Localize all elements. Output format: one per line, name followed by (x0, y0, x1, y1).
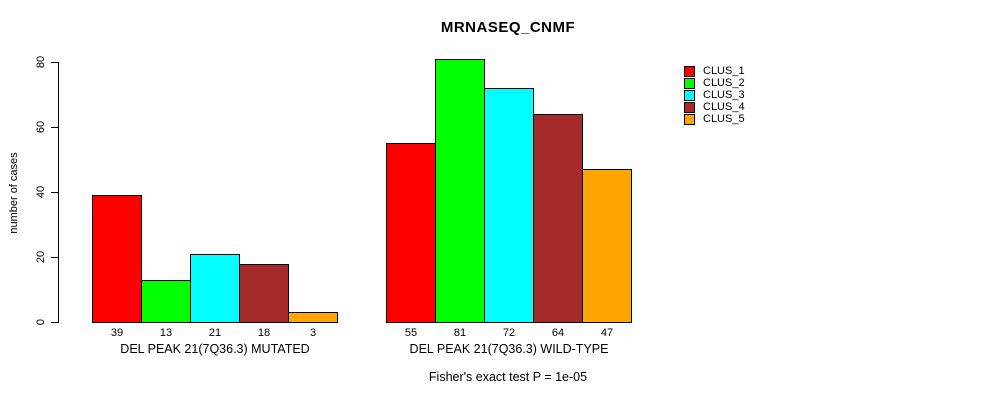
bar-clus_5-group0 (288, 312, 338, 323)
legend-swatch-clus_3 (684, 90, 695, 101)
legend-label: CLUS_3 (703, 89, 745, 101)
bar-clus_2-group0 (141, 279, 191, 323)
bar-value-label: 64 (551, 327, 565, 339)
bar-value-label: 39 (110, 327, 124, 339)
bar-clus_5-group1 (582, 169, 632, 323)
x-group-label-wildtype: DEL PEAK 21(7Q36.3) WILD-TYPE (409, 342, 609, 356)
legend-swatch-clus_1 (684, 66, 695, 77)
bar-clus_4-group0 (239, 263, 289, 323)
y-axis-tick-label: 40 (35, 185, 47, 199)
y-axis-tick (51, 257, 58, 258)
y-axis-tick (51, 322, 58, 323)
bar-clus_2-group1 (435, 58, 485, 323)
y-axis-tick-label: 20 (35, 250, 47, 264)
y-axis-tick (51, 127, 58, 128)
bar-value-label: 55 (404, 327, 418, 339)
bar-clus_1-group0 (92, 195, 142, 323)
legend-row: CLUS_2 (684, 78, 745, 89)
y-axis-tick (51, 62, 58, 63)
y-axis-line (58, 62, 59, 323)
bar-value-label: 3 (309, 327, 317, 339)
legend: CLUS_1 CLUS_2 CLUS_3 CLUS_4 CLUS_5 (684, 66, 745, 126)
y-axis-tick-label: 80 (35, 55, 47, 69)
fisher-test-annotation: Fisher's exact test P = 1e-05 (428, 370, 588, 384)
bar-clus_3-group1 (484, 88, 534, 323)
bar-value-label: 13 (159, 327, 173, 339)
bar-clus_1-group1 (386, 143, 436, 323)
y-axis-tick-label: 60 (35, 120, 47, 134)
bar-value-label: 18 (257, 327, 271, 339)
legend-swatch-clus_2 (684, 78, 695, 89)
legend-row: CLUS_5 (684, 114, 745, 125)
chart-title: MRNASEQ_CNMF (440, 19, 576, 36)
bar-clus_4-group1 (533, 114, 583, 323)
legend-row: CLUS_1 (684, 66, 745, 77)
y-axis-tick (51, 192, 58, 193)
bar-clus_3-group0 (190, 253, 240, 323)
legend-label: CLUS_4 (703, 101, 745, 113)
legend-row: CLUS_4 (684, 102, 745, 113)
legend-swatch-clus_5 (684, 114, 695, 125)
bar-value-label: 47 (600, 327, 614, 339)
legend-label: CLUS_1 (703, 65, 745, 77)
legend-swatch-clus_4 (684, 102, 695, 113)
y-axis-tick-label: 0 (35, 318, 47, 326)
bar-value-label: 72 (502, 327, 516, 339)
bar-value-label: 81 (453, 327, 467, 339)
legend-row: CLUS_3 (684, 90, 745, 101)
legend-label: CLUS_5 (703, 113, 745, 125)
x-group-label-mutated: DEL PEAK 21(7Q36.3) MUTATED (120, 342, 310, 356)
legend-label: CLUS_2 (703, 77, 745, 89)
bar-value-label: 21 (208, 327, 222, 339)
